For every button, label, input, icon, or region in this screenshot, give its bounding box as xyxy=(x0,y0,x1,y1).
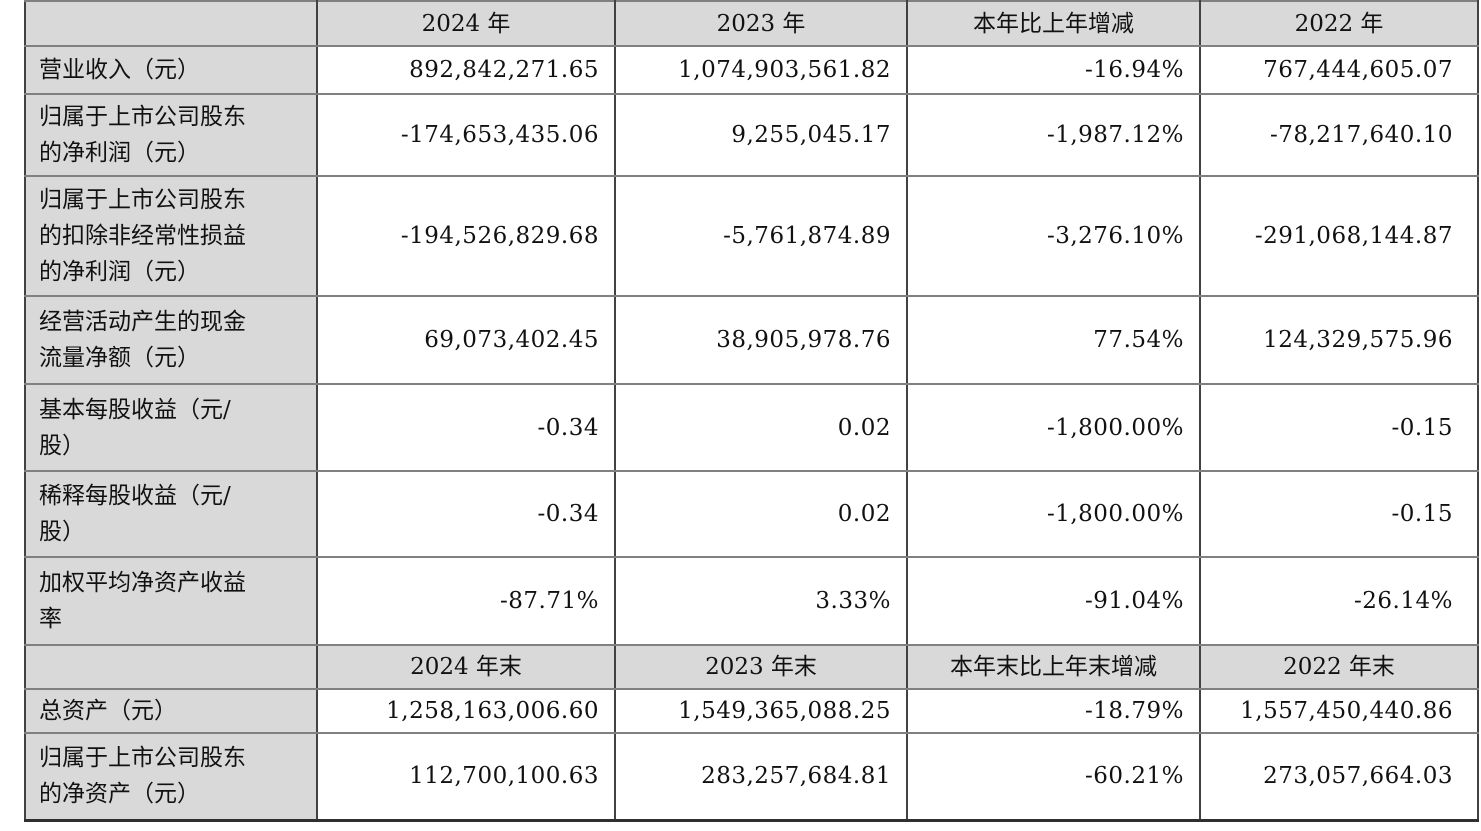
value-2022: -0.15 xyxy=(1199,470,1479,558)
value-2023: 9,255,045.17 xyxy=(614,93,908,177)
header-year-end-change: 本年末比上年末增减 xyxy=(906,644,1201,690)
header-year-2023: 2023 年 xyxy=(614,0,908,47)
value-2023-end: 1,549,365,088.25 xyxy=(614,688,908,734)
value-end-change: -18.79% xyxy=(906,688,1201,734)
header-2023-year-end: 2023 年末 xyxy=(614,644,908,690)
header-empty-cell xyxy=(24,644,318,690)
row-label: 稀释每股收益（元/ 股） xyxy=(24,470,318,558)
row-total-assets: 总资产（元） 1,258,163,006.60 1,549,365,088.25… xyxy=(24,688,1479,734)
value-2024: -174,653,435.06 xyxy=(316,93,616,177)
value-2022: -78,217,640.10 xyxy=(1199,93,1479,177)
row-operating-cash-flow: 经营活动产生的现金 流量净额（元） 69,073,402.45 38,905,9… xyxy=(24,295,1479,385)
value-2024-end: 112,700,100.63 xyxy=(316,732,616,821)
row-basic-eps: 基本每股收益（元/ 股） -0.34 0.02 -1,800.00% -0.15 xyxy=(24,383,1479,472)
row-label: 归属于上市公司股东 的净资产（元） xyxy=(24,732,318,821)
value-2024: -0.34 xyxy=(316,383,616,472)
value-2022: -0.15 xyxy=(1199,383,1479,472)
row-net-profit-attributable: 归属于上市公司股东 的净利润（元） -174,653,435.06 9,255,… xyxy=(24,93,1479,177)
row-diluted-eps: 稀释每股收益（元/ 股） -0.34 0.02 -1,800.00% -0.15 xyxy=(24,470,1479,558)
header-yoy-change: 本年比上年增减 xyxy=(906,0,1201,47)
row-label: 经营活动产生的现金 流量净额（元） xyxy=(24,295,318,385)
header-row-year-end: 2024 年末 2023 年末 本年末比上年末增减 2022 年末 xyxy=(24,644,1479,690)
row-net-assets-attributable: 归属于上市公司股东 的净资产（元） 112,700,100.63 283,257… xyxy=(24,732,1479,821)
row-label: 总资产（元） xyxy=(24,688,318,734)
value-end-change: -60.21% xyxy=(906,732,1201,821)
header-empty-cell xyxy=(24,0,318,47)
row-label: 加权平均净资产收益 率 xyxy=(24,556,318,646)
value-2023: 0.02 xyxy=(614,383,908,472)
value-2023: 3.33% xyxy=(614,556,908,646)
value-2024: 69,073,402.45 xyxy=(316,295,616,385)
value-2023-end: 283,257,684.81 xyxy=(614,732,908,821)
value-2024: -87.71% xyxy=(316,556,616,646)
value-2022: -26.14% xyxy=(1199,556,1479,646)
value-2024: 892,842,271.65 xyxy=(316,45,616,95)
value-2022-end: 273,057,664.03 xyxy=(1199,732,1479,821)
header-row-annual: 2024 年 2023 年 本年比上年增减 2022 年 xyxy=(24,0,1479,47)
value-2023: 0.02 xyxy=(614,470,908,558)
value-yoy: -1,800.00% xyxy=(906,470,1201,558)
value-2024: -194,526,829.68 xyxy=(316,175,616,297)
row-label: 基本每股收益（元/ 股） xyxy=(24,383,318,472)
value-2022: 124,329,575.96 xyxy=(1199,295,1479,385)
value-2023: -5,761,874.89 xyxy=(614,175,908,297)
row-net-profit-excl-nonrecurring: 归属于上市公司股东 的扣除非经常性损益 的净利润（元） -194,526,829… xyxy=(24,175,1479,297)
value-2022: -291,068,144.87 xyxy=(1199,175,1479,297)
value-2023: 38,905,978.76 xyxy=(614,295,908,385)
row-label: 归属于上市公司股东 的扣除非经常性损益 的净利润（元） xyxy=(24,175,318,297)
row-operating-revenue: 营业收入（元） 892,842,271.65 1,074,903,561.82 … xyxy=(24,45,1479,95)
value-2022: 767,444,605.07 xyxy=(1199,45,1479,95)
value-2022-end: 1,557,450,440.86 xyxy=(1199,688,1479,734)
row-label: 营业收入（元） xyxy=(24,45,318,95)
header-2024-year-end: 2024 年末 xyxy=(316,644,616,690)
value-yoy: -1,987.12% xyxy=(906,93,1201,177)
row-label: 归属于上市公司股东 的净利润（元） xyxy=(24,93,318,177)
value-2023: 1,074,903,561.82 xyxy=(614,45,908,95)
value-2024-end: 1,258,163,006.60 xyxy=(316,688,616,734)
value-yoy: 77.54% xyxy=(906,295,1201,385)
value-yoy: -91.04% xyxy=(906,556,1201,646)
financial-summary-table: 2024 年 2023 年 本年比上年增减 2022 年 营业收入（元） 892… xyxy=(24,0,1479,822)
value-2024: -0.34 xyxy=(316,470,616,558)
value-yoy: -3,276.10% xyxy=(906,175,1201,297)
header-year-2024: 2024 年 xyxy=(316,0,616,47)
header-2022-year-end: 2022 年末 xyxy=(1199,644,1479,690)
value-yoy: -16.94% xyxy=(906,45,1201,95)
header-year-2022: 2022 年 xyxy=(1199,0,1479,47)
row-weighted-avg-roe: 加权平均净资产收益 率 -87.71% 3.33% -91.04% -26.14… xyxy=(24,556,1479,646)
value-yoy: -1,800.00% xyxy=(906,383,1201,472)
key-financials-table: 2024 年 2023 年 本年比上年增减 2022 年 营业收入（元） 892… xyxy=(24,0,1479,822)
